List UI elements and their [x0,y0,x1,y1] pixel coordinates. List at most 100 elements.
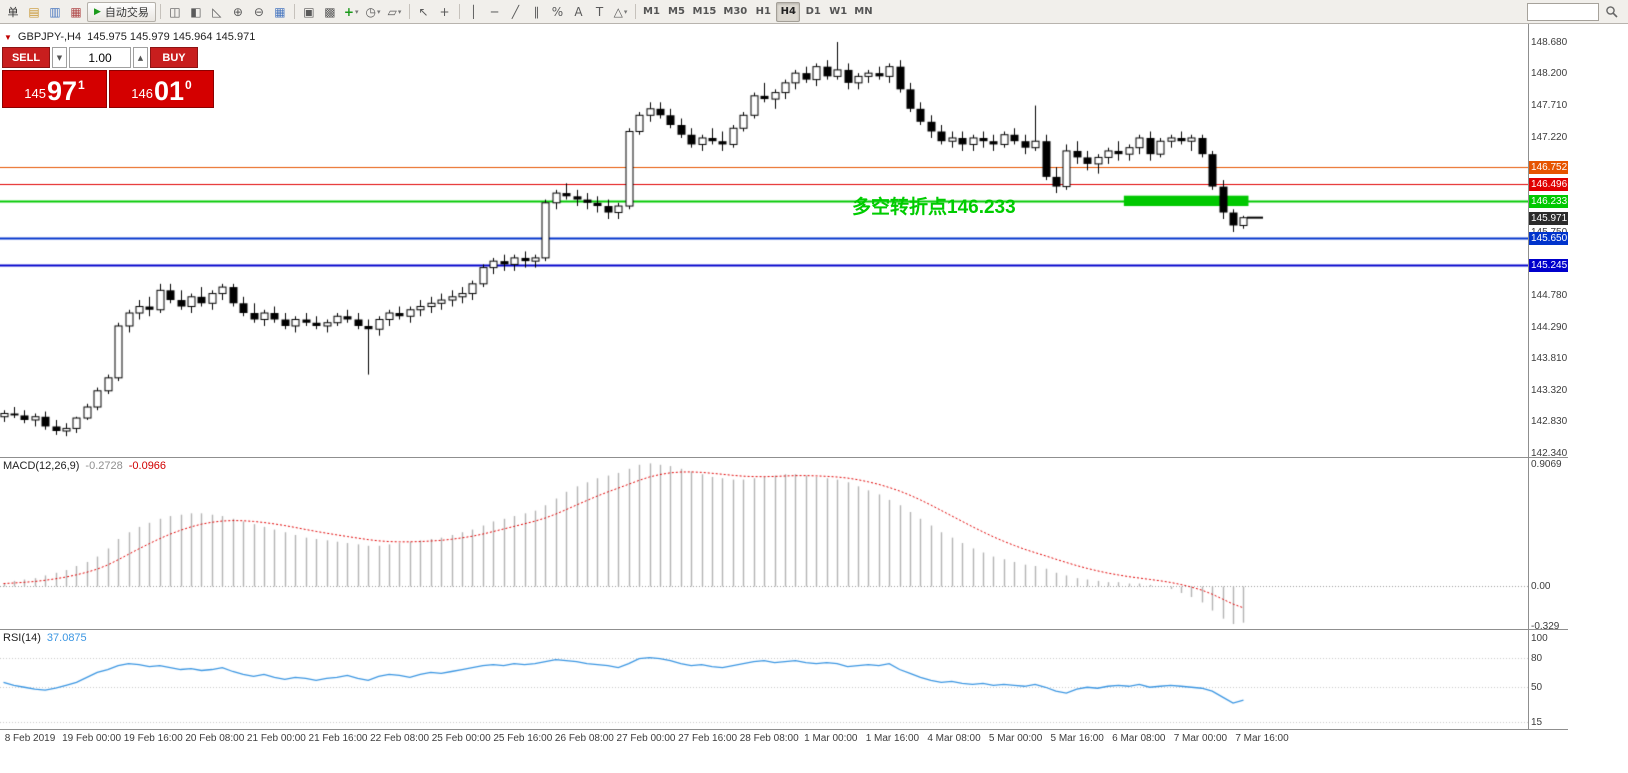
current-price-tag: 145.971 [1529,211,1568,225]
macd-value: -0.2728 [85,460,123,472]
pivot-annotation[interactable]: 多空转折点146.233 [852,197,1016,218]
vertical-line-icon[interactable]: │ [464,2,484,22]
autotrading-button[interactable]: ▶ 自动交易 [87,1,156,22]
rsi-panel-canvas[interactable] [0,630,1528,729]
time-axis-label: 27 Feb 00:00 [616,733,676,744]
templates-icon[interactable]: ▱ ▾ [385,2,405,22]
sell-price-display[interactable]: 145 97 1 [2,70,107,108]
time-axis[interactable]: 8 Feb 2019 19 Feb 00:00 19 Feb 16:00 20 Feb… [0,730,1528,750]
new-chart-icon[interactable]: ▤ [24,2,44,22]
add-indicator-icon-caret: ▾ [354,7,359,16]
sell-price-major: 145 [24,86,46,101]
timeframe-d1-button[interactable]: D1 [801,2,825,22]
time-axis-label: 19 Feb 16:00 [123,733,183,744]
price-axis-tick: 148.680 [1531,37,1568,49]
fibonacci-icon[interactable]: % [548,2,568,22]
rsi-label-row: RSI(14) 37.0875 [3,632,87,644]
sell-button[interactable]: SELL [2,47,50,68]
text-icon[interactable]: A [569,2,589,22]
macd-axis-tick: 0.9069 [1531,458,1562,470]
macd-axis-tick: -0.329 [1531,621,1560,632]
channel-icon[interactable]: ∥ [527,2,547,22]
candlestick-chart-icon[interactable]: ◧ [186,2,206,22]
price-level-tag: 145.650 [1529,232,1568,246]
cursor-icon[interactable]: ↖ [414,2,434,22]
timeframe-m15-button[interactable]: M15 [690,2,720,22]
timeframe-h1-button[interactable]: H1 [751,2,775,22]
trade-controls-row: SELL ▼ ▲ BUY [2,47,214,68]
autotrading-label: 自动交易 [104,5,149,19]
new-order-button[interactable]: 单 [3,2,23,22]
time-axis-label: 7 Mar 16:00 [1235,733,1289,744]
price-macd-separator[interactable] [0,457,1568,458]
price-axis-tick: 142.340 [1531,448,1568,460]
label-icon[interactable]: T [590,2,610,22]
time-axis-label: 1 Mar 16:00 [865,733,920,744]
price-axis-tick: 143.810 [1531,352,1568,364]
lot-decrease-button[interactable]: ▼ [52,47,67,68]
timeframe-m30-button[interactable]: M30 [720,2,750,22]
rsi-name: RSI(14) [3,632,41,644]
price-axis-tick: 144.290 [1531,321,1568,333]
time-axis-label: 6 Mar 08:00 [1112,733,1166,744]
price-chart-canvas[interactable] [0,24,1528,457]
profiles-icon[interactable]: ▥ [45,2,65,22]
timeframe-m5-button[interactable]: M5 [665,2,689,22]
macd-rsi-separator[interactable] [0,629,1568,630]
sell-price-pips: 97 [46,76,78,106]
time-axis-label: 28 Feb 08:00 [739,733,799,744]
buy-button[interactable]: BUY [150,47,198,68]
timeframe-m1-button[interactable]: M1 [640,2,664,22]
timeframe-h4-button[interactable]: H4 [776,1,801,22]
line-chart-icon[interactable]: ◺ [207,2,227,22]
buy-price-point: 0 [185,78,192,92]
macd-signal-value: -0.0966 [128,460,167,472]
price-level-tag: 146.496 [1529,177,1568,191]
toolbar-separator [458,4,460,19]
symbol-period-label: GBPJPY-,H4 [17,31,82,43]
grid-icon[interactable]: ▦ [270,2,290,22]
timeframe-w1-button[interactable]: W1 [826,2,850,22]
main-toolbar: 单 ▤ ▥ ▦ ▶ 自动交易 ◫ ◧ ◺ ⊕ ⊖ ▦ ▣ ▩ + ▾ ◷ ▾ ▱ ▾ ↖ + │ ─ ╱ ∥% A T △ ▾ M… [0,0,1628,24]
tile-windows-icon[interactable]: ▣ [299,2,319,22]
macd-axis-tick: 0.00 [1531,581,1551,593]
rsi-timeaxis-separator [0,729,1568,730]
search-icon[interactable] [1601,2,1621,22]
price-level-tag: 146.752 [1529,161,1568,174]
macd-panel-canvas[interactable] [0,458,1528,629]
bar-chart-icon[interactable]: ◫ [165,2,185,22]
lot-size-input[interactable] [69,47,131,68]
toolbar-separator [408,4,410,19]
add-indicator-icon[interactable]: + ▾ [341,2,362,22]
price-axis-tick: 143.320 [1531,384,1568,396]
one-click-collapse-icon[interactable]: ▼ [4,32,12,42]
horizontal-line-icon[interactable]: ─ [485,2,505,22]
cascade-windows-icon[interactable]: ▩ [320,2,340,22]
price-axis-tick: 144.780 [1531,289,1568,301]
price-level-tag: 146.233 [1529,194,1568,208]
crosshair-icon[interactable]: + [435,2,455,22]
buy-price-display[interactable]: 146 01 0 [109,70,214,108]
time-axis-label: 26 Feb 08:00 [554,733,614,744]
price-axis[interactable]: 148.680148.200147.710147.220145.750144.7… [1529,24,1568,750]
time-axis-label: 5 Mar 16:00 [1050,733,1104,744]
time-axis-label: 25 Feb 16:00 [493,733,553,744]
time-axis-label: 4 Mar 08:00 [927,733,981,744]
rsi-value: 37.0875 [46,632,87,644]
time-axis-label: 27 Feb 16:00 [678,733,738,744]
zoom-out-icon[interactable]: ⊖ [249,2,269,22]
macd-name: MACD(12,26,9) [3,460,80,472]
toolbar-separator [634,4,636,19]
rsi-axis-tick: 50 [1531,682,1543,694]
shapes-icon-caret: ▾ [623,7,628,16]
timeframe-mn-button[interactable]: MN [851,2,875,22]
shapes-icon[interactable]: △ ▾ [611,2,631,22]
market-watch-icon[interactable]: ▦ [66,2,86,22]
zoom-in-icon[interactable]: ⊕ [228,2,248,22]
time-axis-label: 8 Feb 2019 [4,733,56,744]
lot-increase-button[interactable]: ▲ [133,47,148,68]
periods-icon[interactable]: ◷ ▾ [363,2,384,22]
search-input[interactable] [1527,2,1599,21]
trendline-icon[interactable]: ╱ [506,2,526,22]
price-axis-tick: 148.200 [1531,68,1568,80]
